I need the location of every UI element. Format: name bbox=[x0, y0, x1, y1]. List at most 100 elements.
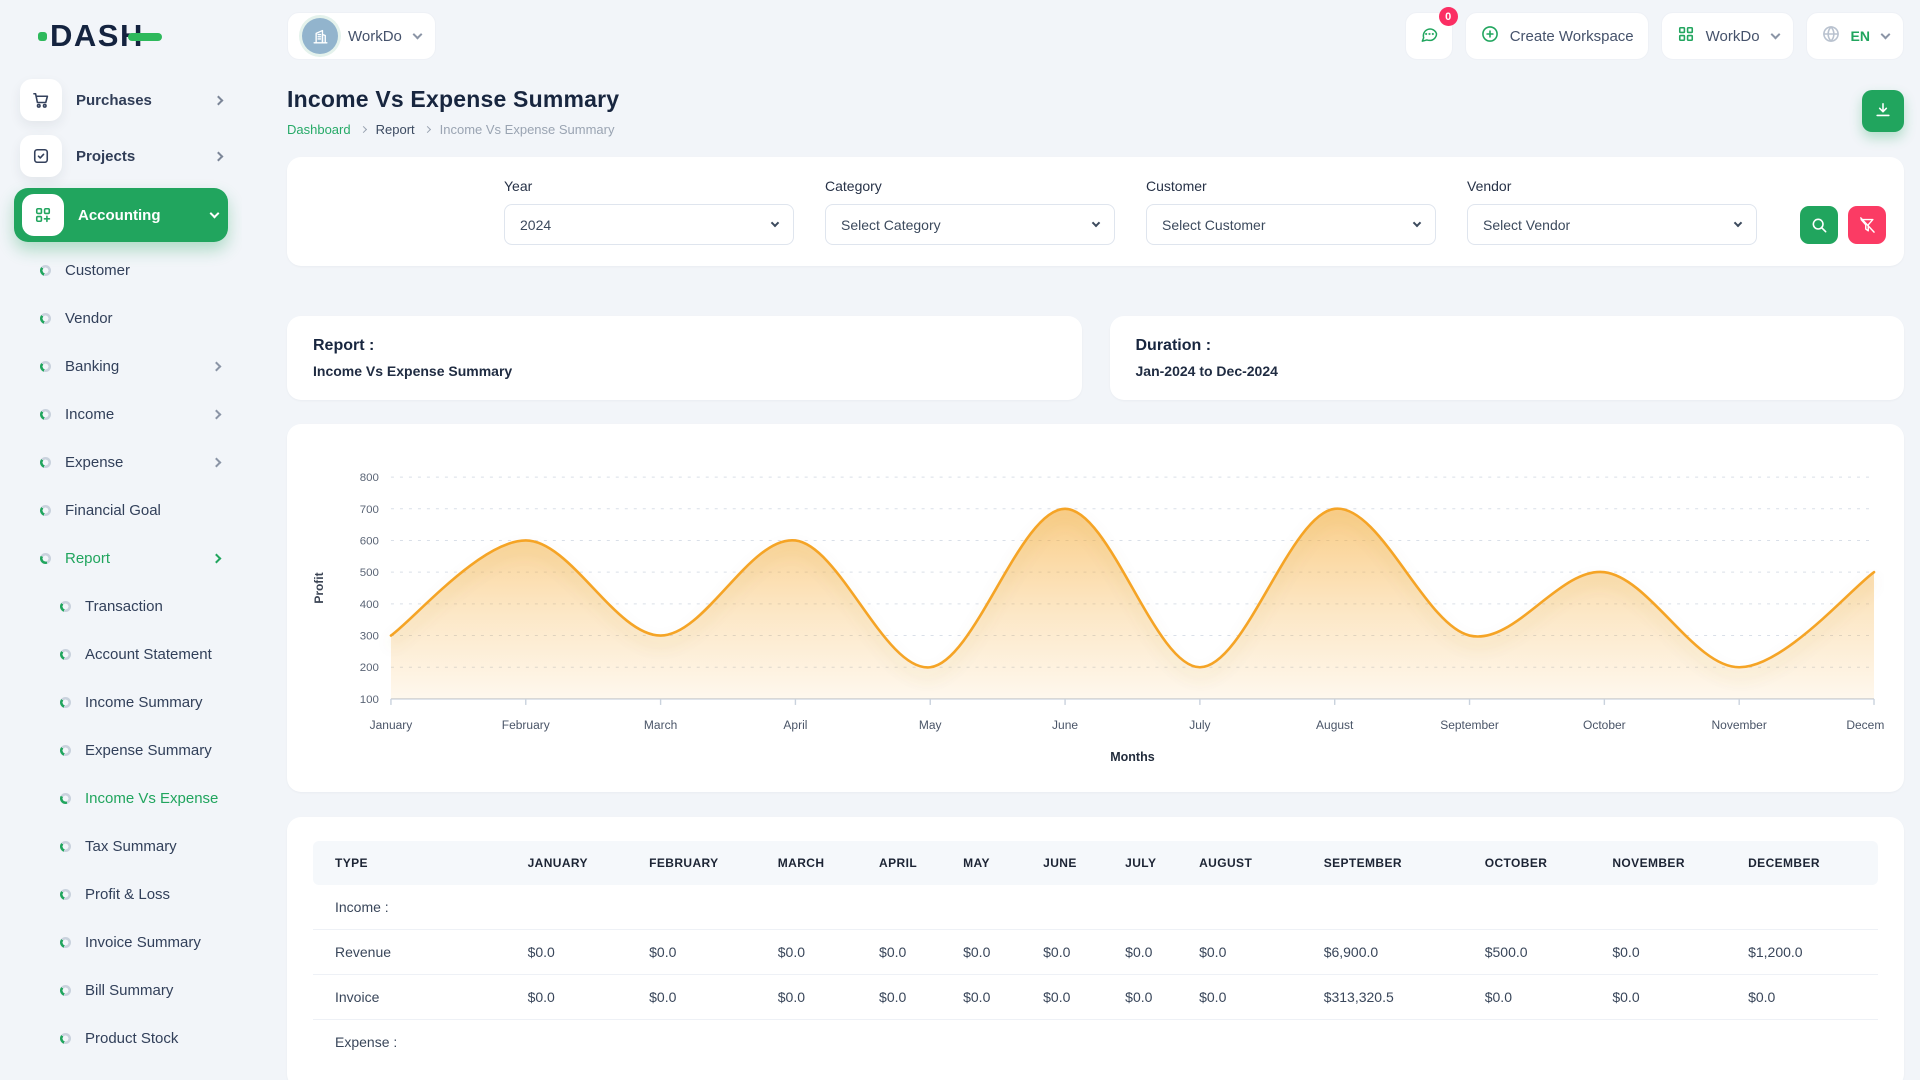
create-workspace-label: Create Workspace bbox=[1510, 28, 1634, 45]
bullet-icon bbox=[40, 553, 51, 564]
table-section-row: Expense : bbox=[313, 1020, 1878, 1065]
column-header: JANUARY bbox=[516, 841, 638, 885]
sidebar-item-tax-summary[interactable]: Tax Summary bbox=[0, 822, 242, 870]
sidebar-item-income-summary[interactable]: Income Summary bbox=[0, 678, 242, 726]
chevron-down-icon bbox=[1770, 29, 1780, 39]
tasks-icon bbox=[20, 135, 62, 177]
svg-text:August: August bbox=[1316, 718, 1354, 732]
cell-value: $0.0 bbox=[1113, 930, 1187, 975]
select-year[interactable]: 2024 bbox=[504, 204, 794, 245]
sidebar-item-report[interactable]: Report bbox=[0, 534, 242, 582]
filter-label: Vendor bbox=[1467, 178, 1757, 194]
sidebar-item-transaction[interactable]: Transaction bbox=[0, 582, 242, 630]
language-label: EN bbox=[1851, 28, 1870, 44]
chevron-down-icon bbox=[1092, 218, 1100, 226]
search-button[interactable] bbox=[1800, 206, 1838, 244]
download-button[interactable] bbox=[1862, 90, 1904, 132]
filter-field-category: CategorySelect Category bbox=[825, 178, 1115, 245]
svg-text:400: 400 bbox=[360, 599, 379, 611]
main-content: WorkDo 0 Create Workspace WorkDo bbox=[242, 0, 1920, 1080]
bullet-icon bbox=[40, 313, 51, 324]
cell-value: $0.0 bbox=[516, 975, 638, 1020]
svg-text:September: September bbox=[1440, 718, 1499, 732]
sidebar-item-label: Bill Summary bbox=[85, 982, 220, 999]
sidebar-item-banking[interactable]: Banking bbox=[0, 342, 242, 390]
cell-value: $0.0 bbox=[637, 930, 766, 975]
create-workspace-button[interactable]: Create Workspace bbox=[1465, 12, 1649, 60]
cell-value: $0.0 bbox=[1187, 975, 1312, 1020]
column-header: NOVEMBER bbox=[1600, 841, 1736, 885]
messages-button[interactable]: 0 bbox=[1405, 12, 1453, 60]
sidebar-item-product-stock[interactable]: Product Stock bbox=[0, 1014, 242, 1062]
reset-filter-button[interactable] bbox=[1848, 206, 1886, 244]
sidebar-item-cash-flow[interactable]: Cash Flow bbox=[0, 1062, 242, 1080]
chevron-down-icon bbox=[1881, 29, 1891, 39]
chevron-right-icon bbox=[214, 95, 224, 105]
cell-value: $0.0 bbox=[867, 930, 951, 975]
sidebar-item-projects[interactable]: Projects bbox=[0, 128, 242, 184]
summary-cards: Report :Income Vs Expense SummaryDuratio… bbox=[287, 316, 1904, 400]
workspace-avatar bbox=[302, 18, 338, 54]
cell-value: $500.0 bbox=[1473, 930, 1601, 975]
svg-text:Months: Months bbox=[1110, 750, 1154, 764]
language-dropdown[interactable]: EN bbox=[1806, 12, 1904, 60]
row-type: Revenue bbox=[313, 930, 516, 975]
bullet-icon bbox=[60, 697, 71, 708]
svg-text:500: 500 bbox=[360, 567, 379, 579]
select-vendor[interactable]: Select Vendor bbox=[1467, 204, 1757, 245]
sidebar-item-expense-summary[interactable]: Expense Summary bbox=[0, 726, 242, 774]
sidebar-item-accounting[interactable]: Accounting bbox=[14, 188, 228, 242]
sidebar-item-vendor[interactable]: Vendor bbox=[0, 294, 242, 342]
summary-card-title: Report : bbox=[313, 337, 1056, 355]
sidebar-item-label: Report bbox=[65, 550, 199, 567]
svg-text:600: 600 bbox=[360, 535, 379, 547]
chevron-right-icon bbox=[214, 151, 224, 161]
logo-dot-icon bbox=[38, 32, 47, 41]
chevron-right-icon bbox=[212, 361, 222, 371]
app-root: DASH Purchases Projects Accounting Custom… bbox=[0, 0, 1920, 1080]
sidebar-item-financial-goal[interactable]: Financial Goal bbox=[0, 486, 242, 534]
breadcrumb-item[interactable]: Report bbox=[376, 122, 415, 137]
table-header-row: TYPEJANUARYFEBRUARYMARCHAPRILMAYJUNEJULY… bbox=[313, 841, 1878, 885]
app-logo[interactable]: DASH bbox=[0, 0, 242, 72]
svg-text:October: October bbox=[1583, 718, 1626, 732]
sidebar-item-income-vs-expense[interactable]: Income Vs Expense bbox=[0, 774, 242, 822]
section-label: Expense : bbox=[313, 1020, 1878, 1065]
sidebar-item-purchases[interactable]: Purchases bbox=[0, 72, 242, 128]
column-header: APRIL bbox=[867, 841, 951, 885]
chevron-right-icon bbox=[212, 553, 222, 563]
filter-field-year: Year2024 bbox=[504, 178, 794, 245]
cell-value: $0.0 bbox=[766, 975, 867, 1020]
svg-text:Profit: Profit bbox=[312, 572, 326, 603]
sidebar-item-income[interactable]: Income bbox=[0, 390, 242, 438]
sidebar: DASH Purchases Projects Accounting Custom… bbox=[0, 0, 242, 1080]
svg-text:April: April bbox=[783, 718, 807, 732]
cell-value: $1,200.0 bbox=[1736, 930, 1878, 975]
sidebar-item-profit-loss[interactable]: Profit & Loss bbox=[0, 870, 242, 918]
select-customer[interactable]: Select Customer bbox=[1146, 204, 1436, 245]
sidebar-item-bill-summary[interactable]: Bill Summary bbox=[0, 966, 242, 1014]
breadcrumb-item[interactable]: Dashboard bbox=[287, 122, 351, 137]
sidebar-item-invoice-summary[interactable]: Invoice Summary bbox=[0, 918, 242, 966]
chevron-down-icon bbox=[771, 218, 779, 226]
chevron-right-icon bbox=[212, 409, 222, 419]
sidebar-item-label: Income bbox=[65, 406, 199, 423]
cell-value: $0.0 bbox=[1031, 930, 1113, 975]
summary-card-title: Duration : bbox=[1136, 337, 1879, 355]
svg-text:March: March bbox=[644, 718, 677, 732]
workspace-dropdown[interactable]: WorkDo bbox=[1661, 12, 1794, 60]
filter-field-customer: CustomerSelect Customer bbox=[1146, 178, 1436, 245]
apps-icon bbox=[22, 194, 64, 236]
sidebar-item-expense[interactable]: Expense bbox=[0, 438, 242, 486]
column-header: FEBRUARY bbox=[637, 841, 766, 885]
cell-value: $0.0 bbox=[1736, 975, 1878, 1020]
breadcrumb: DashboardReportIncome Vs Expense Summary bbox=[287, 122, 619, 137]
sidebar-item-account-statement[interactable]: Account Statement bbox=[0, 630, 242, 678]
sidebar-item-label: Projects bbox=[76, 148, 201, 165]
cart-icon bbox=[20, 79, 62, 121]
column-header: SEPTEMBER bbox=[1312, 841, 1473, 885]
workspace-switcher[interactable]: WorkDo bbox=[287, 12, 436, 60]
select-category[interactable]: Select Category bbox=[825, 204, 1115, 245]
sidebar-item-customer[interactable]: Customer bbox=[0, 246, 242, 294]
bullet-icon bbox=[60, 745, 71, 756]
